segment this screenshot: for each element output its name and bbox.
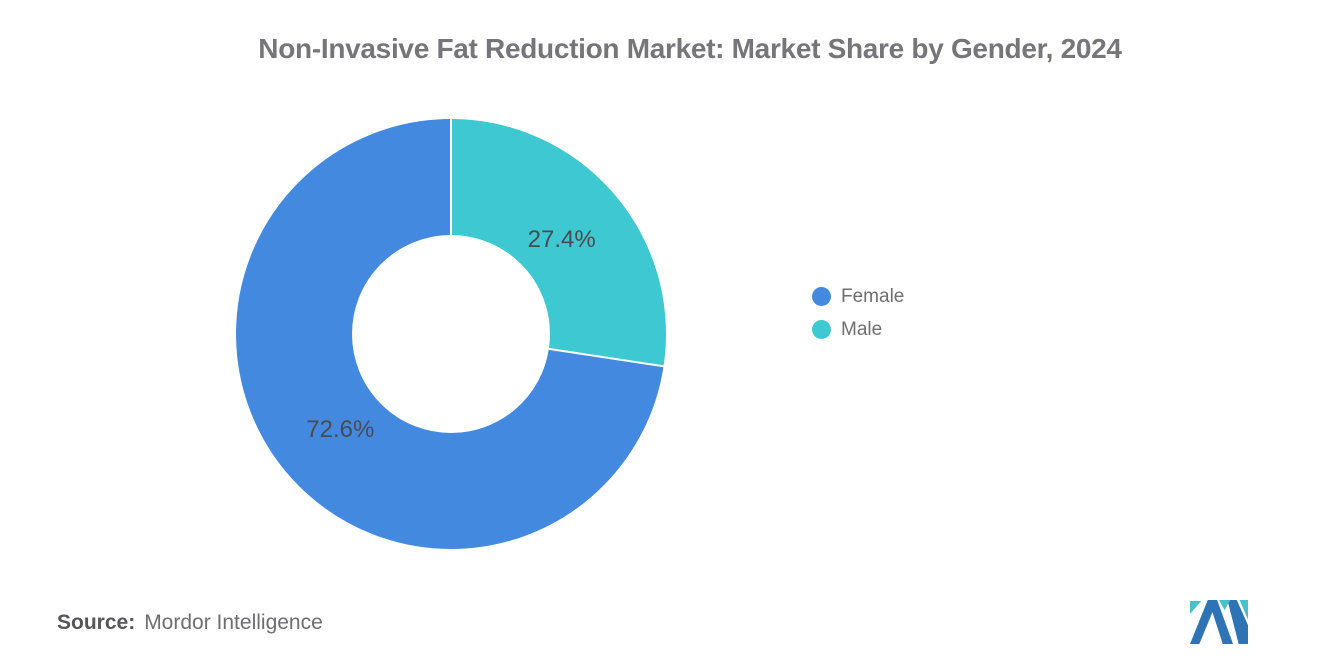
- logo-m-shape: [1190, 600, 1234, 644]
- legend-item-female[interactable]: Female: [812, 287, 904, 306]
- logo-teal-corner-left: [1190, 600, 1202, 615]
- legend-label-male: Male: [841, 319, 883, 340]
- mordor-intelligence-logo: [1190, 600, 1248, 644]
- slice-label-male: 27.4%: [528, 226, 596, 253]
- legend-swatch-female: [812, 287, 831, 306]
- slice-separator: [548, 347, 664, 368]
- slice-label-female: 72.6%: [306, 416, 374, 443]
- legend-label-female: Female: [841, 286, 905, 307]
- chart-title: Non-Invasive Fat Reduction Market: Marke…: [258, 33, 1122, 64]
- logo-teal-middle: [1219, 600, 1231, 611]
- source-text: Mordor Intelligence: [144, 611, 323, 634]
- source-prefix: Source:: [57, 611, 136, 634]
- legend-item-male[interactable]: Male: [812, 320, 904, 339]
- source-line: Source: Mordor Intelligence: [57, 611, 323, 635]
- logo-n-shape: [1227, 600, 1248, 644]
- donut-chart: 27.4% 72.6%: [236, 119, 666, 549]
- legend-swatch-male: [812, 320, 831, 339]
- legend: Female Male: [812, 287, 904, 339]
